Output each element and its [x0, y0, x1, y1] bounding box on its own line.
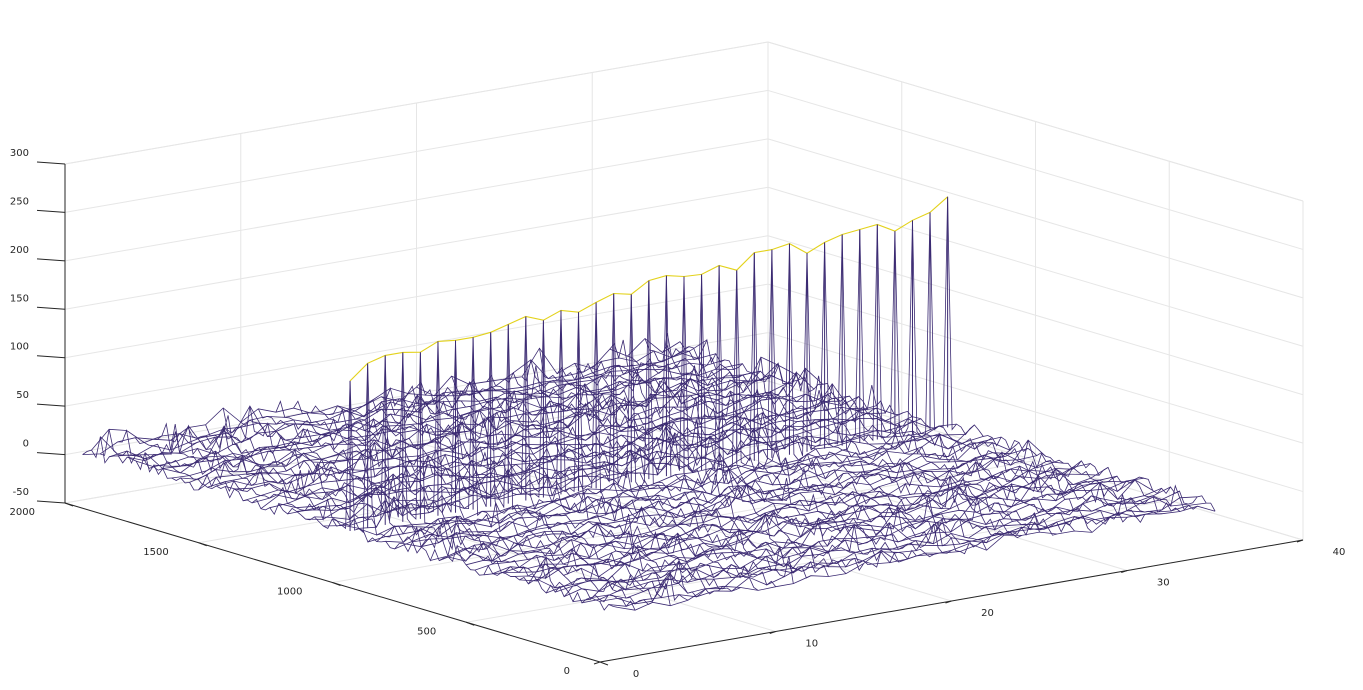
mesh-line-y	[305, 412, 904, 520]
mesh-line-y	[430, 448, 1029, 561]
x-tick-label: 20	[981, 608, 994, 619]
mesh-line-y	[367, 434, 966, 543]
mesh-line-y	[608, 502, 1207, 607]
mesh-line-y	[376, 424, 975, 542]
mesh-line-y	[448, 439, 1046, 562]
mesh-line-y	[599, 496, 1198, 605]
z-tick-label: -50	[13, 487, 29, 498]
mesh-line-y	[617, 505, 1216, 611]
z-tick	[36, 258, 66, 262]
box-edge	[767, 41, 1304, 202]
z-tick-label: 250	[10, 196, 29, 207]
z-tick-label: 300	[10, 148, 29, 159]
z-tick-label: 200	[10, 245, 29, 256]
tick-labels: 0 10 20 30 40 0 500 1000 1500 2000 -50 0 50 100 150 200…	[10, 148, 1346, 680]
mesh-line-y	[144, 363, 743, 469]
mesh-line-y	[189, 374, 788, 483]
y-tick-label: 1500	[143, 547, 168, 558]
mesh-line-y	[439, 454, 1037, 561]
mesh-line-y	[278, 405, 877, 509]
mesh-line-y	[323, 418, 922, 527]
z-tick	[36, 452, 66, 456]
x-tick-label: 30	[1157, 578, 1170, 589]
z-tick	[36, 209, 66, 213]
mesh-line-y	[135, 368, 734, 468]
z-tick	[36, 306, 66, 310]
mesh-line-y	[207, 377, 806, 488]
mesh-line-y	[412, 442, 1011, 543]
mesh-line-y	[91, 346, 690, 451]
mesh-line-y	[296, 407, 895, 512]
z-tick-label: 0	[23, 439, 29, 450]
y-tick-label: 500	[417, 626, 436, 637]
mesh-line-y	[109, 339, 708, 460]
mesh-line-y	[127, 359, 725, 462]
mesh-line-y	[528, 474, 1127, 585]
mesh-line-y	[465, 461, 1064, 566]
mesh-line-y	[234, 392, 832, 493]
mesh-line-y	[162, 370, 761, 474]
mesh-line-y	[519, 475, 1118, 582]
x-tick-label: 10	[805, 639, 818, 650]
y-tick-label: 1000	[277, 587, 302, 598]
z-tick-label: 150	[10, 293, 29, 304]
mesh-line-y	[483, 460, 1082, 576]
x-tick	[769, 631, 776, 634]
mesh-line-y	[287, 408, 886, 515]
box-edge	[64, 41, 769, 165]
gridline-y	[332, 460, 1036, 583]
y-tick	[64, 502, 74, 507]
axes	[36, 161, 1304, 666]
x-tick	[593, 661, 601, 665]
z-tick-label: 100	[10, 342, 29, 353]
y-tick	[466, 621, 475, 626]
z-tick	[36, 403, 66, 407]
y-tick	[332, 582, 341, 586]
z-tick	[36, 355, 66, 359]
mesh-line-y	[82, 337, 681, 455]
mesh-line-y	[198, 356, 797, 491]
mesh-line-y	[260, 396, 859, 510]
x-tick-label: 0	[633, 669, 639, 680]
y-tick-label: 2000	[10, 507, 35, 518]
z-tick-label: 50	[16, 390, 29, 401]
mesh-line-y	[385, 430, 984, 543]
y-tick	[198, 542, 207, 547]
mesh-line-y	[555, 479, 1153, 593]
mesh-line-y	[225, 367, 824, 492]
y-tick	[599, 661, 609, 666]
z-tick	[36, 500, 66, 504]
x-tick	[1121, 570, 1128, 573]
mesh-line-y	[456, 451, 1055, 562]
mesh-line-y	[358, 423, 957, 536]
y-tick-label: 0	[564, 666, 570, 677]
peak-ridge-line	[349, 196, 948, 382]
mesh-line-y	[171, 378, 770, 479]
mesh-line-y	[537, 478, 1136, 589]
surface-mesh	[82, 196, 1216, 611]
x-tick-label: 40	[1333, 547, 1346, 558]
mesh-line-y	[492, 463, 1091, 574]
mesh-line-y	[563, 487, 1162, 597]
z-tick	[36, 161, 66, 165]
x-tick	[945, 600, 952, 604]
x-tick	[1296, 539, 1304, 543]
